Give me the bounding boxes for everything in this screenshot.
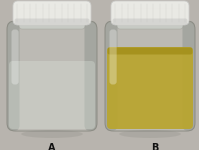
FancyBboxPatch shape: [9, 61, 95, 129]
FancyBboxPatch shape: [12, 30, 19, 84]
Ellipse shape: [119, 130, 181, 138]
FancyBboxPatch shape: [84, 21, 97, 131]
FancyBboxPatch shape: [117, 9, 183, 29]
FancyBboxPatch shape: [13, 1, 91, 25]
FancyBboxPatch shape: [15, 18, 90, 24]
FancyBboxPatch shape: [107, 48, 192, 54]
FancyBboxPatch shape: [107, 47, 193, 129]
Ellipse shape: [21, 130, 83, 138]
FancyBboxPatch shape: [7, 21, 20, 131]
FancyBboxPatch shape: [109, 30, 117, 84]
Text: A: A: [48, 143, 56, 150]
FancyBboxPatch shape: [111, 1, 189, 25]
FancyBboxPatch shape: [105, 21, 195, 131]
FancyBboxPatch shape: [182, 21, 195, 131]
FancyBboxPatch shape: [112, 18, 187, 24]
Text: B: B: [151, 143, 159, 150]
FancyBboxPatch shape: [105, 21, 118, 131]
FancyBboxPatch shape: [7, 21, 97, 131]
FancyBboxPatch shape: [19, 9, 85, 29]
